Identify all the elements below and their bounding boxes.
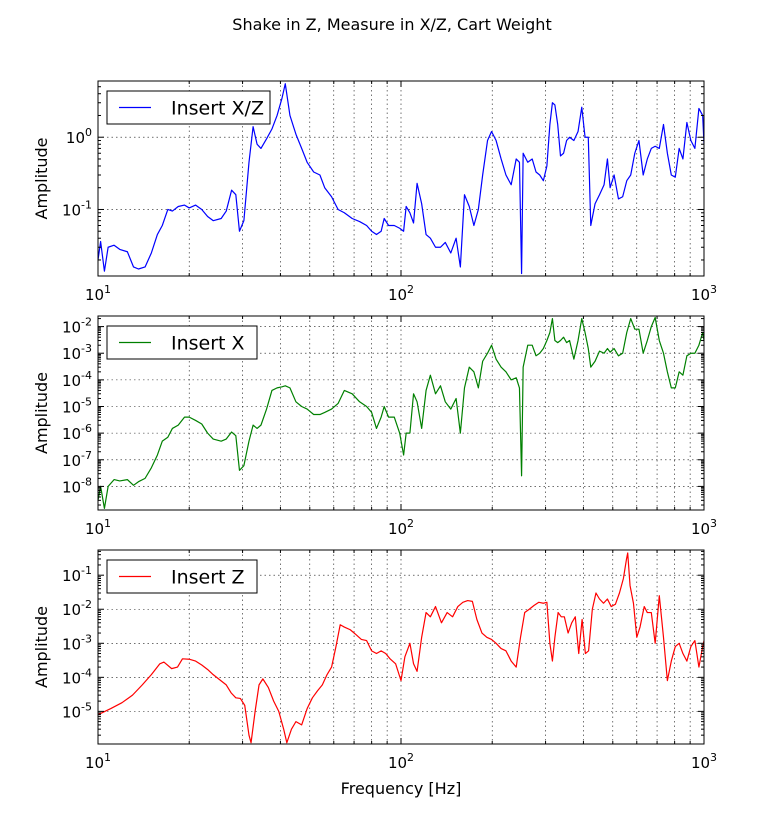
y-tick-label: 10-8	[62, 475, 92, 496]
subplot-1: 101 102 103 10-1 100 Amplitude Insert X/Z	[32, 80, 717, 304]
y-tick-label: 10-3	[62, 342, 92, 363]
x-tick-label: 101	[85, 517, 111, 538]
legend-label: Insert X	[171, 333, 245, 355]
ticks	[97, 80, 705, 276]
y-tick-label: 10-6	[62, 422, 92, 443]
x-tick-label: 101	[85, 751, 111, 772]
subplot-2: 101 102 103 10-8 10-7 10-6 10-5 10-4 10-3 10-2 Amp…	[32, 315, 717, 538]
legend: Insert X	[106, 325, 258, 360]
y-tick-label: 10-1	[62, 198, 92, 219]
x-tick-label: 103	[691, 517, 717, 538]
series-line-insert-z	[98, 552, 704, 744]
series-line-insert-x-z	[98, 83, 704, 275]
x-tick-label: 102	[388, 751, 414, 772]
y-tick-label: 10-2	[62, 316, 92, 337]
ticks	[97, 550, 705, 744]
y-tick-label: 10-5	[62, 395, 92, 416]
y-tick-label: 10-1	[62, 564, 92, 585]
y-tick-label: 10-4	[62, 369, 92, 390]
legend-label: Insert X/Z	[171, 98, 264, 120]
y-axis-label: Amplitude	[32, 138, 51, 220]
y-axis-label: Amplitude	[32, 372, 51, 454]
y-tick-label: 10-5	[62, 700, 92, 721]
legend-label: Insert Z	[171, 567, 245, 589]
grid	[98, 81, 704, 276]
y-axis-label: Amplitude	[32, 606, 51, 688]
x-tick-label: 102	[388, 517, 414, 538]
x-tick-label: 103	[691, 283, 717, 304]
x-tick-label: 102	[388, 283, 414, 304]
y-tick-label: 10-2	[62, 598, 92, 619]
subplot-3: 101 102 103 10-5 10-4 10-3 10-2 10-1 Amplitude Fr…	[32, 549, 717, 798]
y-tick-label: 10-3	[62, 632, 92, 653]
x-tick-label: 103	[691, 751, 717, 772]
y-tick-label: 100	[66, 126, 92, 147]
figure-title: Shake in Z, Measure in X/Z, Cart Weight	[232, 15, 551, 34]
y-tick-label: 10-7	[62, 449, 92, 470]
ticks	[97, 316, 705, 510]
legend: Insert X/Z	[106, 90, 271, 125]
series-line-insert-x	[98, 316, 704, 509]
x-tick-label: 101	[85, 283, 111, 304]
y-tick-label: 10-4	[62, 666, 92, 687]
legend: Insert Z	[106, 559, 258, 594]
x-axis-label: Frequency [Hz]	[341, 779, 462, 798]
